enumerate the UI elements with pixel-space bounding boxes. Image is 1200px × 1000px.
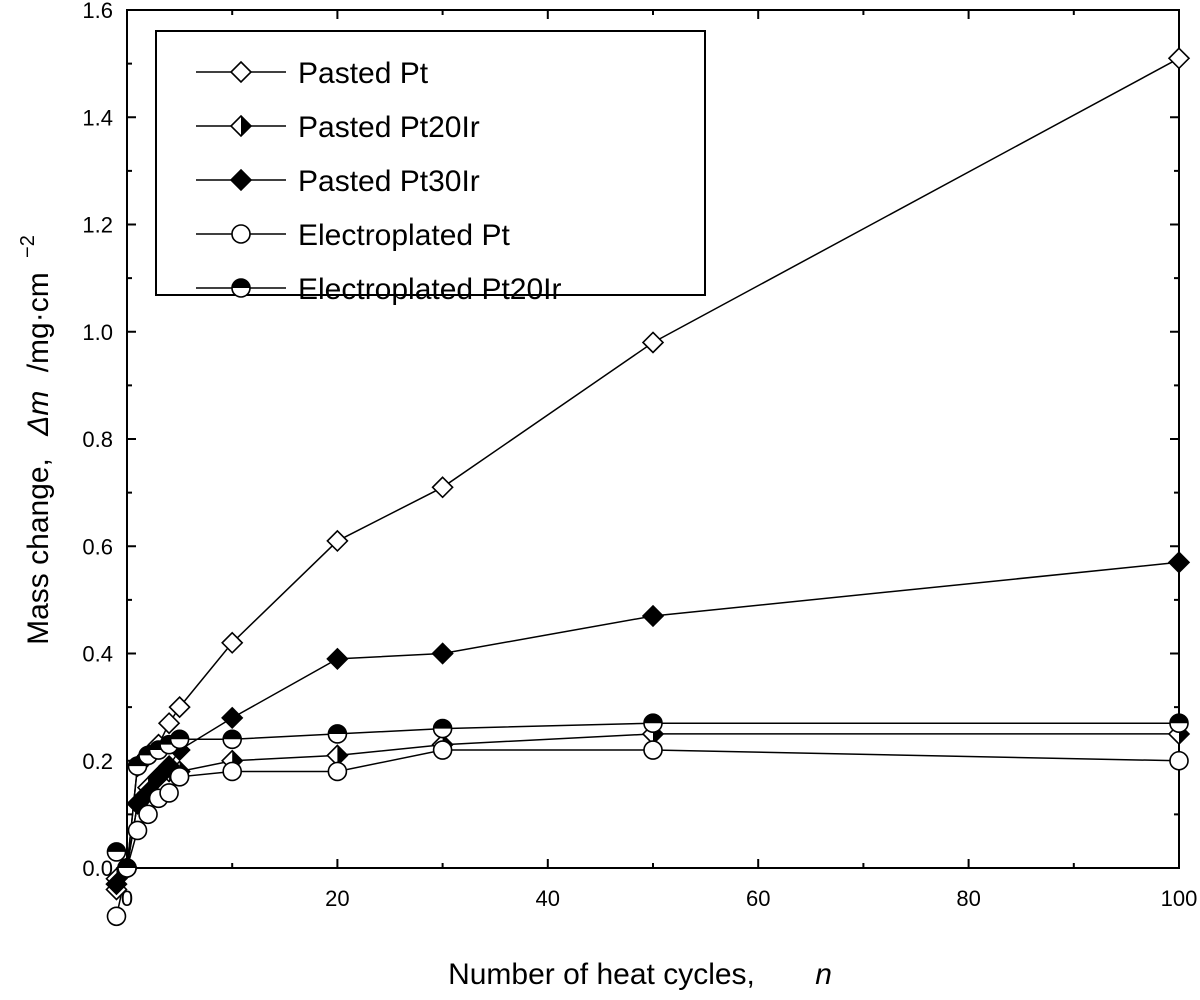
data-point-0-10 (641, 331, 665, 354)
data-point-2-4 (147, 765, 170, 788)
legend-label: Electroplated Pt (298, 219, 510, 252)
x-axis-title-text: Number of heat cycles, (448, 958, 755, 991)
data-point-3-3 (138, 804, 158, 825)
data-point-2-10 (641, 604, 665, 628)
y-tick-label: 1.4 (82, 105, 113, 130)
legend-marker (229, 60, 253, 84)
data-point-2-0 (105, 872, 128, 896)
data-point-4-9 (432, 718, 453, 739)
data-point-2-8 (326, 647, 349, 670)
data-point-4-0 (106, 842, 127, 862)
legend-marker (229, 114, 253, 138)
legend-label: Pasted Pt (298, 57, 429, 90)
y-axis-title: Mass change, Δm /mg·cm −2 (17, 235, 55, 645)
x-tick-label: 100 (1161, 886, 1198, 911)
data-point-0-7 (221, 631, 244, 654)
series-line-3 (115, 749, 1180, 917)
data-point-0-6 (168, 695, 191, 719)
x-axis-title: Number of heat cycles, n (448, 958, 832, 991)
data-point-3-11 (1169, 750, 1189, 771)
data-point-2-9 (431, 642, 454, 665)
data-point-3-10 (643, 740, 663, 760)
data-point-4-1 (117, 858, 137, 878)
legend-entry: Pasted Pt30Ir (196, 165, 480, 198)
data-point-0-11 (1167, 47, 1191, 70)
legend-entry: Pasted Pt (196, 57, 429, 90)
y-tick-label: 0.8 (82, 427, 113, 452)
legend-label: Pasted Pt20Ir (298, 111, 480, 144)
data-point-0-8 (326, 529, 349, 553)
y-tick-label: 0.6 (82, 534, 113, 559)
data-point-3-9 (432, 740, 453, 760)
x-tick-label: 80 (956, 886, 980, 911)
x-tick-label: 60 (746, 886, 770, 911)
legend: Pasted Pt Pasted Pt20Ir Pasted Pt30Ir Elect… (155, 30, 706, 306)
legend-marker (229, 168, 253, 192)
y-axis-title-exp: −2 (17, 235, 39, 258)
y-tick-label: 1.2 (82, 213, 113, 238)
legend-entry: Electroplated Pt20Ir (196, 273, 561, 306)
data-point-3-6 (169, 767, 190, 787)
data-point-3-8 (327, 761, 348, 782)
x-axis-title-var: n (815, 958, 832, 991)
y-tick-label: 0.2 (82, 749, 113, 774)
y-axis-title-unit: /mg·cm (22, 272, 55, 372)
legend-entry: Electroplated Pt (196, 219, 510, 252)
data-point-4-11 (1169, 713, 1189, 734)
legend-marker (231, 224, 251, 244)
data-point-4-7 (222, 729, 242, 750)
y-tick-label: 1.0 (82, 320, 113, 345)
data-point-3-0 (106, 906, 127, 927)
data-point-4-6 (169, 729, 190, 750)
data-point-0-5 (157, 712, 181, 735)
x-tick-label: 40 (536, 886, 560, 911)
series-line-2 (115, 561, 1180, 885)
legend-marker (231, 278, 251, 298)
data-point-2-7 (221, 706, 244, 729)
y-tick-label: 1.6 (82, 0, 113, 23)
data-point-2-11 (1167, 551, 1191, 574)
data-point-3-7 (222, 761, 242, 782)
legend-label: Electroplated Pt20Ir (298, 273, 561, 306)
data-point-4-10 (643, 713, 663, 734)
data-point-4-8 (327, 724, 348, 744)
data-point-3-5 (159, 783, 179, 803)
x-tick-label: 20 (325, 886, 349, 911)
legend-label: Pasted Pt30Ir (298, 165, 480, 198)
y-axis-title-text: Mass change, (22, 458, 55, 645)
legend-entry: Pasted Pt20Ir (196, 111, 480, 144)
y-axis-title-var: Δm (22, 391, 55, 437)
y-tick-label: 0.4 (82, 642, 113, 667)
data-point-0-9 (431, 476, 454, 499)
data-point-3-2 (127, 820, 148, 841)
